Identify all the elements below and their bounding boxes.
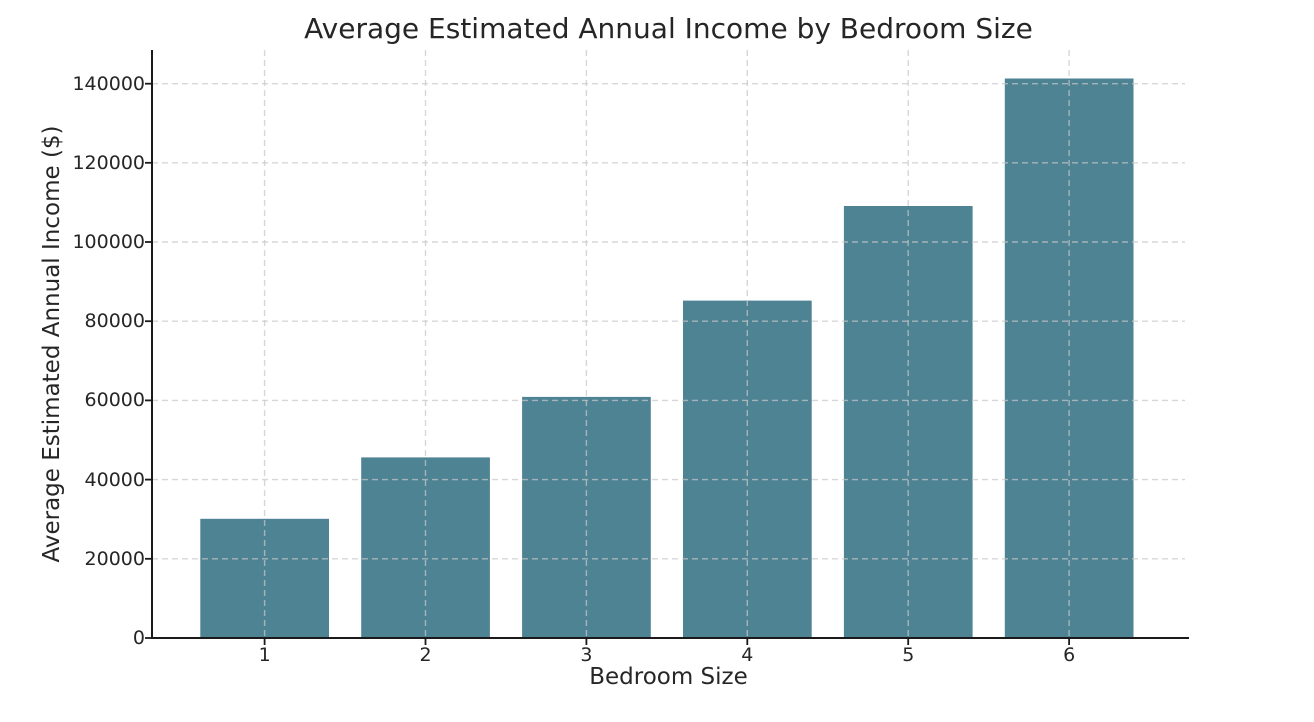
x-tick-label: 3 bbox=[580, 644, 593, 666]
y-tick-label: 80000 bbox=[84, 310, 145, 333]
x-tick-label: 4 bbox=[741, 644, 754, 666]
x-axis-label: Bedroom Size bbox=[589, 664, 748, 690]
y-tick-label: 120000 bbox=[72, 151, 145, 174]
bar-bedroom-2 bbox=[361, 457, 490, 638]
y-tick-label: 0 bbox=[132, 627, 145, 649]
x-tick-label: 6 bbox=[1063, 644, 1076, 666]
x-tick-label: 1 bbox=[258, 644, 271, 666]
bar-bedroom-3 bbox=[522, 396, 651, 638]
chart-title: Average Estimated Annual Income by Bedro… bbox=[304, 12, 1033, 45]
y-tick-label: 20000 bbox=[84, 547, 145, 570]
y-axis-label: Average Estimated Annual Income ($) bbox=[39, 125, 65, 563]
y-tick-label: 40000 bbox=[84, 468, 145, 491]
y-tick-label: 100000 bbox=[72, 231, 145, 254]
y-tick-label: 140000 bbox=[72, 72, 145, 95]
bar-bedroom-1 bbox=[200, 518, 329, 638]
x-tick-label: 5 bbox=[902, 644, 915, 666]
y-tick-label: 60000 bbox=[84, 389, 145, 412]
x-tick-label: 2 bbox=[419, 644, 432, 666]
